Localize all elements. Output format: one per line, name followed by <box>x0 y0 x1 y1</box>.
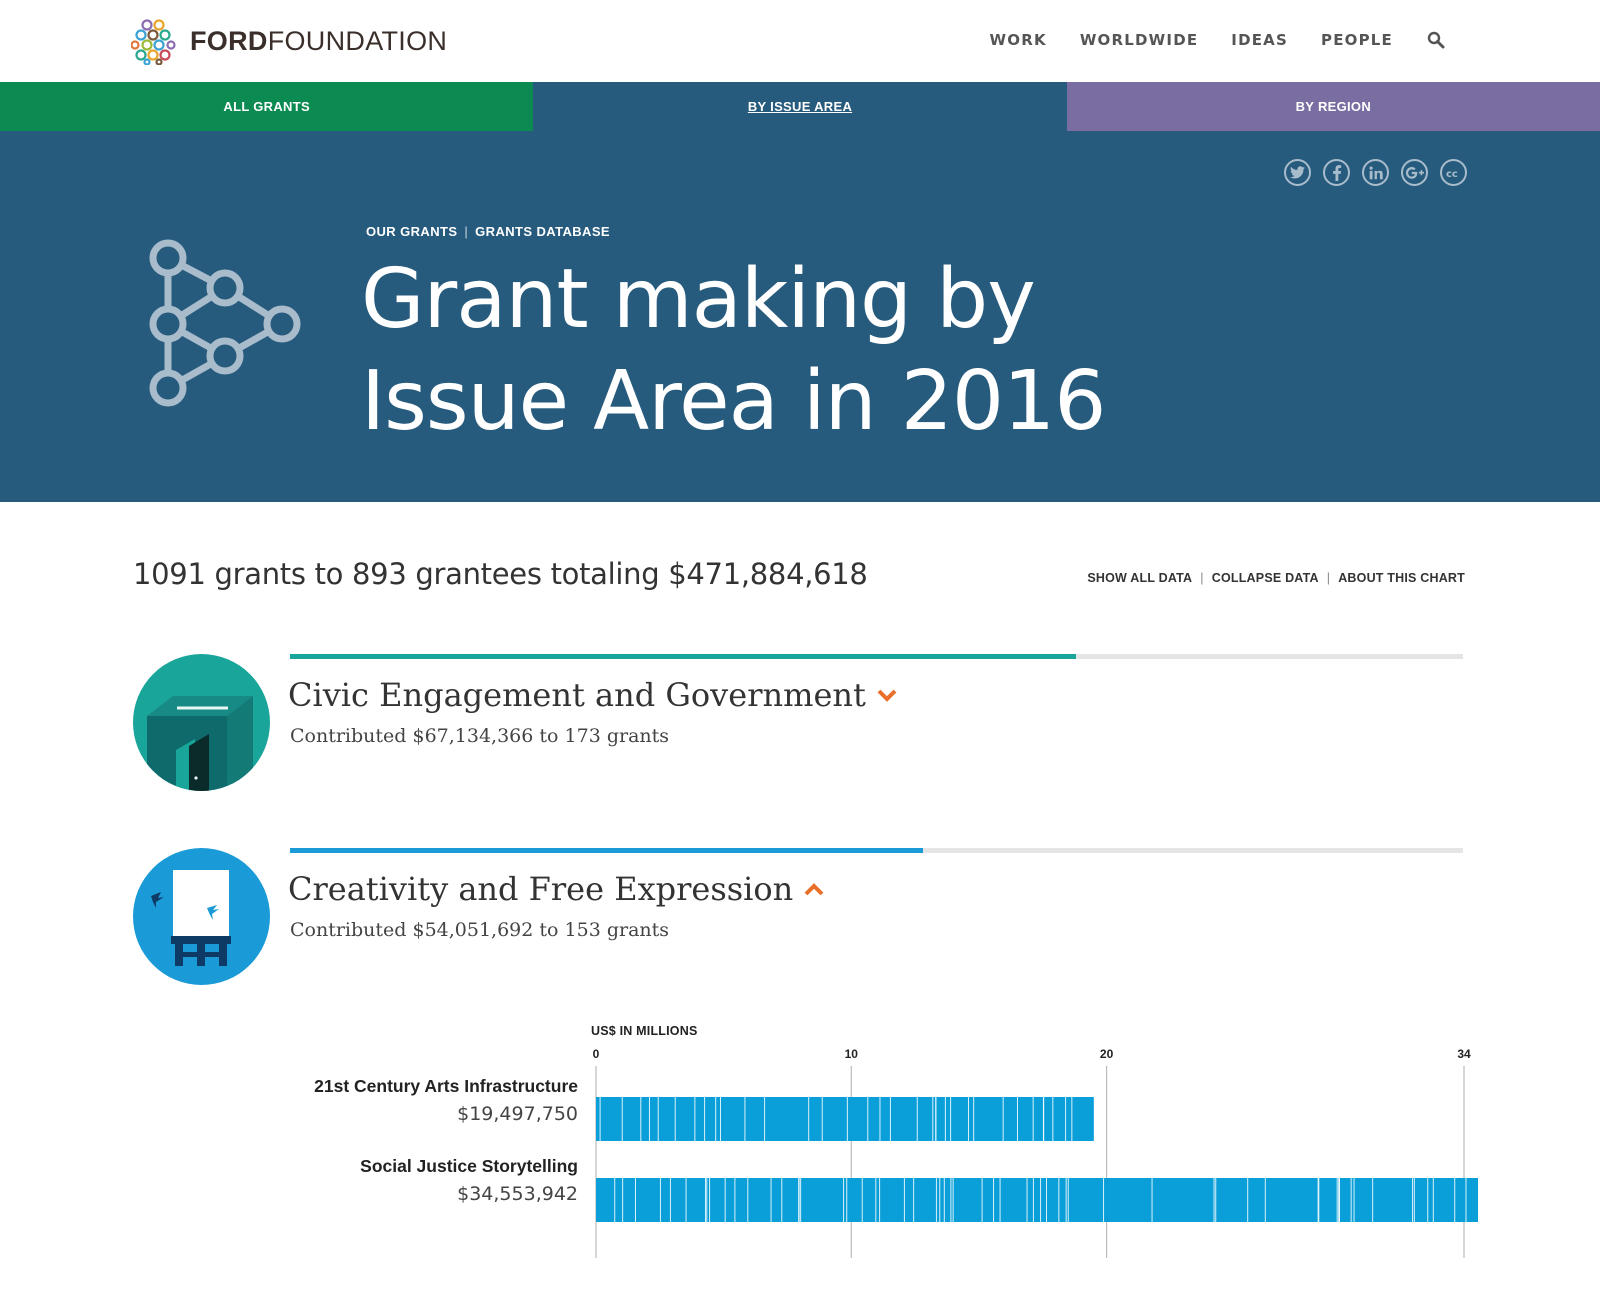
hero-banner: cc OUR GRANTS | GRANTS DATABASE Grant ma… <box>0 131 1600 502</box>
tab-by-issue-area[interactable]: BY ISSUE AREA <box>533 82 1067 131</box>
breadcrumb-grants-database[interactable]: GRANTS DATABASE <box>475 224 610 239</box>
tick-label: 34 <box>1457 1047 1471 1061</box>
issue-area-toggle[interactable]: Creativity and Free Expression <box>288 870 825 908</box>
grant-view-tabs: ALL GRANTS BY ISSUE AREA BY REGION <box>0 82 1600 131</box>
search-icon[interactable] <box>1426 30 1446 50</box>
creative-commons-icon[interactable]: cc <box>1440 159 1467 186</box>
about-this-chart-link[interactable]: ABOUT THIS CHART <box>1338 571 1465 585</box>
issue-area-subtitle: Contributed $67,134,366 to 173 grants <box>290 725 670 747</box>
category-amount: $34,553,942 <box>457 1183 578 1205</box>
bar[interactable] <box>596 1097 1094 1141</box>
linkedin-icon[interactable] <box>1362 159 1389 186</box>
chevron-down-icon <box>877 689 897 702</box>
collapse-data-link[interactable]: COLLAPSE DATA <box>1211 571 1319 585</box>
share-bar-fill <box>290 848 924 853</box>
page-title-line-2: Issue Area in 2016 <box>361 354 1106 449</box>
nav-ideas[interactable]: IDEAS <box>1231 31 1288 49</box>
main-nav: WORK WORLDWIDE IDEAS PEOPLE <box>957 30 1446 50</box>
share-bar <box>290 654 1463 659</box>
chevron-up-icon <box>804 883 824 896</box>
social-share-links: cc <box>1272 159 1467 186</box>
show-all-data-link[interactable]: SHOW ALL DATA <box>1087 571 1193 585</box>
breadcrumb-our-grants[interactable]: OUR GRANTS <box>366 224 458 239</box>
tick-label: 0 <box>593 1047 600 1061</box>
chart-svg: 0 10 20 34 <box>593 1047 1479 1258</box>
issue-area-toggle[interactable]: Civic Engagement and Government <box>288 676 898 714</box>
grants-summary: 1091 grants to 893 grantees totaling $47… <box>133 557 868 591</box>
breadcrumb: OUR GRANTS | GRANTS DATABASE <box>366 224 610 239</box>
category-amount: $19,497,750 <box>457 1103 578 1125</box>
tab-by-region[interactable]: BY REGION <box>1066 82 1600 131</box>
category-name: 21st Century Arts Infrastructure <box>314 1076 578 1096</box>
google-plus-icon[interactable] <box>1401 159 1428 186</box>
separator: | <box>1200 571 1204 585</box>
separator: | <box>1326 571 1331 585</box>
nav-worldwide[interactable]: WORLDWIDE <box>1079 31 1199 49</box>
facebook-icon[interactable] <box>1323 159 1350 186</box>
twitter-icon[interactable] <box>1284 159 1311 186</box>
logo-mark-icon <box>131 19 176 65</box>
ford-foundation-logo[interactable]: FORDFOUNDATION <box>131 17 447 65</box>
nav-work[interactable]: WORK <box>989 31 1047 49</box>
easel-canvas-icon <box>133 848 270 985</box>
top-header: FORDFOUNDATION WORK WORLDWIDE IDEAS PEOP… <box>0 0 1600 82</box>
tick-label: 10 <box>845 1047 859 1061</box>
sub-issue-bar-chart: US$ IN MILLIONS 0 10 20 34 21st Century Art… <box>0 1010 1600 1280</box>
issue-area-subtitle: Contributed $54,051,692 to 153 grants <box>290 919 670 941</box>
breadcrumb-separator: | <box>464 224 469 239</box>
page-title-line-1: Grant making by <box>361 252 1036 347</box>
nav-people[interactable]: PEOPLE <box>1321 31 1393 49</box>
network-triangle-icon <box>149 239 301 407</box>
bar[interactable] <box>596 1178 1479 1222</box>
svg-text:cc: cc <box>1446 169 1458 178</box>
tab-all-grants[interactable]: ALL GRANTS <box>0 82 534 131</box>
tick-label: 20 <box>1100 1047 1114 1061</box>
issue-area-civic-engagement: Civic Engagement and Government Contribu… <box>133 654 1463 794</box>
page-title: Grant making by Issue Area in 2016 <box>361 249 1161 453</box>
issue-area-title: Creativity and Free Expression <box>288 870 794 908</box>
share-bar-fill <box>290 654 1076 659</box>
chart-controls: SHOW ALL DATA | COLLAPSE DATA | ABOUT TH… <box>1087 571 1465 585</box>
issue-area-title: Civic Engagement and Government <box>288 676 866 714</box>
ballot-box-icon <box>133 654 270 791</box>
row-label: Social Justice Storytelling $34,553,942 <box>360 1156 578 1205</box>
share-bar <box>290 848 1463 853</box>
logo-wordmark: FORDFOUNDATION <box>190 25 448 56</box>
axis-title: US$ IN MILLIONS <box>591 1024 698 1038</box>
issue-area-creativity: Creativity and Free Expression Contribut… <box>133 848 1463 988</box>
category-name: Social Justice Storytelling <box>360 1156 578 1176</box>
row-label: 21st Century Arts Infrastructure $19,497… <box>314 1076 578 1125</box>
